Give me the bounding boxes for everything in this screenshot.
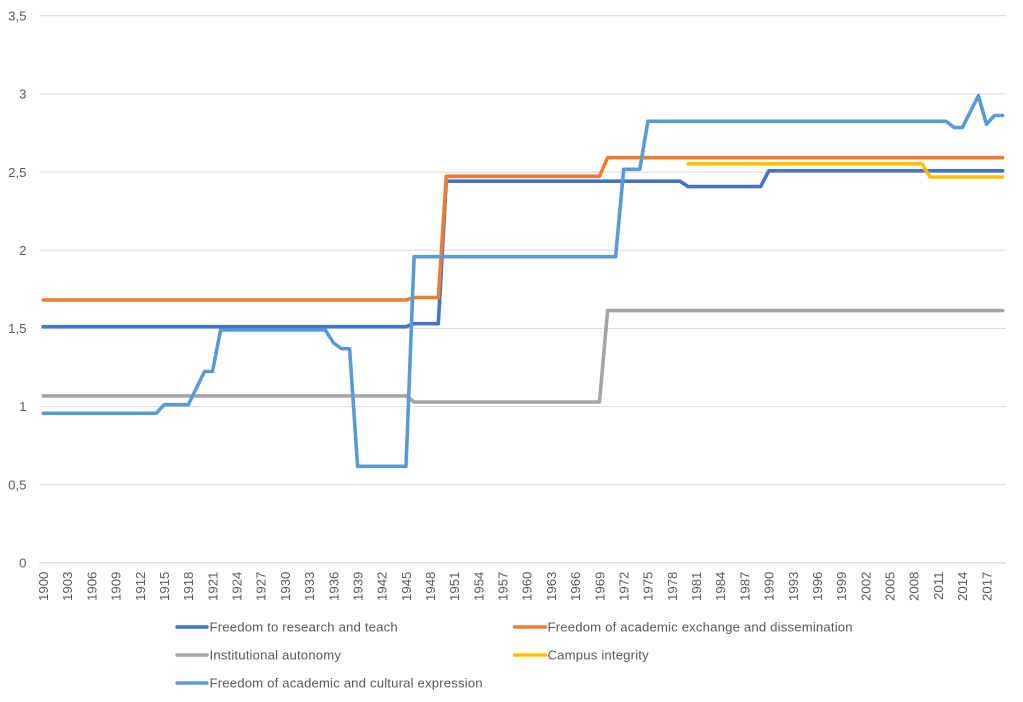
svg-text:2017: 2017 [979,572,994,601]
svg-text:0,5: 0,5 [8,477,26,492]
svg-text:1999: 1999 [834,572,849,601]
svg-text:0: 0 [19,556,26,571]
svg-text:1984: 1984 [713,572,728,601]
svg-text:2,5: 2,5 [8,165,26,180]
svg-text:1948: 1948 [423,572,438,601]
svg-text:1978: 1978 [665,572,680,601]
svg-text:Freedom of academic exchange a: Freedom of academic exchange and dissemi… [548,620,853,635]
svg-text:1900: 1900 [36,572,51,601]
svg-text:2011: 2011 [931,572,946,600]
svg-text:1957: 1957 [496,572,511,601]
svg-text:Freedom of academic and cultur: Freedom of academic and cultural express… [210,676,483,691]
svg-text:1993: 1993 [786,572,801,601]
svg-text:1930: 1930 [278,572,293,601]
svg-text:1915: 1915 [157,572,172,601]
svg-text:Campus integrity: Campus integrity [548,648,650,663]
svg-text:1990: 1990 [762,572,777,601]
svg-text:2: 2 [19,243,26,258]
svg-text:1918: 1918 [181,572,196,601]
svg-text:2014: 2014 [955,572,970,601]
svg-text:1903: 1903 [60,572,75,601]
svg-text:2005: 2005 [883,572,898,601]
svg-text:1912: 1912 [133,572,148,601]
svg-text:Freedom to research and teach: Freedom to research and teach [210,620,398,635]
svg-text:1: 1 [19,399,26,414]
svg-text:3,5: 3,5 [8,9,26,24]
svg-text:1933: 1933 [302,572,317,601]
svg-text:1909: 1909 [109,572,124,601]
svg-text:1960: 1960 [520,572,535,601]
svg-text:1942: 1942 [375,572,390,601]
svg-text:1906: 1906 [84,572,99,601]
svg-text:1969: 1969 [592,572,607,601]
svg-text:1966: 1966 [568,572,583,601]
svg-text:1945: 1945 [399,572,414,601]
svg-text:3: 3 [19,87,26,102]
svg-text:2008: 2008 [907,572,922,601]
svg-text:1963: 1963 [544,572,559,601]
svg-text:1954: 1954 [471,572,486,601]
svg-text:1951: 1951 [447,572,462,601]
svg-text:1921: 1921 [205,572,220,601]
svg-text:1981: 1981 [689,572,704,601]
svg-text:1936: 1936 [326,572,341,601]
svg-text:1,5: 1,5 [8,321,26,336]
svg-text:1987: 1987 [737,572,752,601]
svg-text:1927: 1927 [254,572,269,601]
svg-text:2002: 2002 [858,572,873,601]
svg-text:1975: 1975 [641,572,656,601]
svg-text:1972: 1972 [617,572,632,601]
svg-text:Institutional autonomy: Institutional autonomy [210,648,342,663]
svg-text:1939: 1939 [350,572,365,601]
svg-text:1996: 1996 [810,572,825,601]
svg-text:1924: 1924 [230,572,245,601]
